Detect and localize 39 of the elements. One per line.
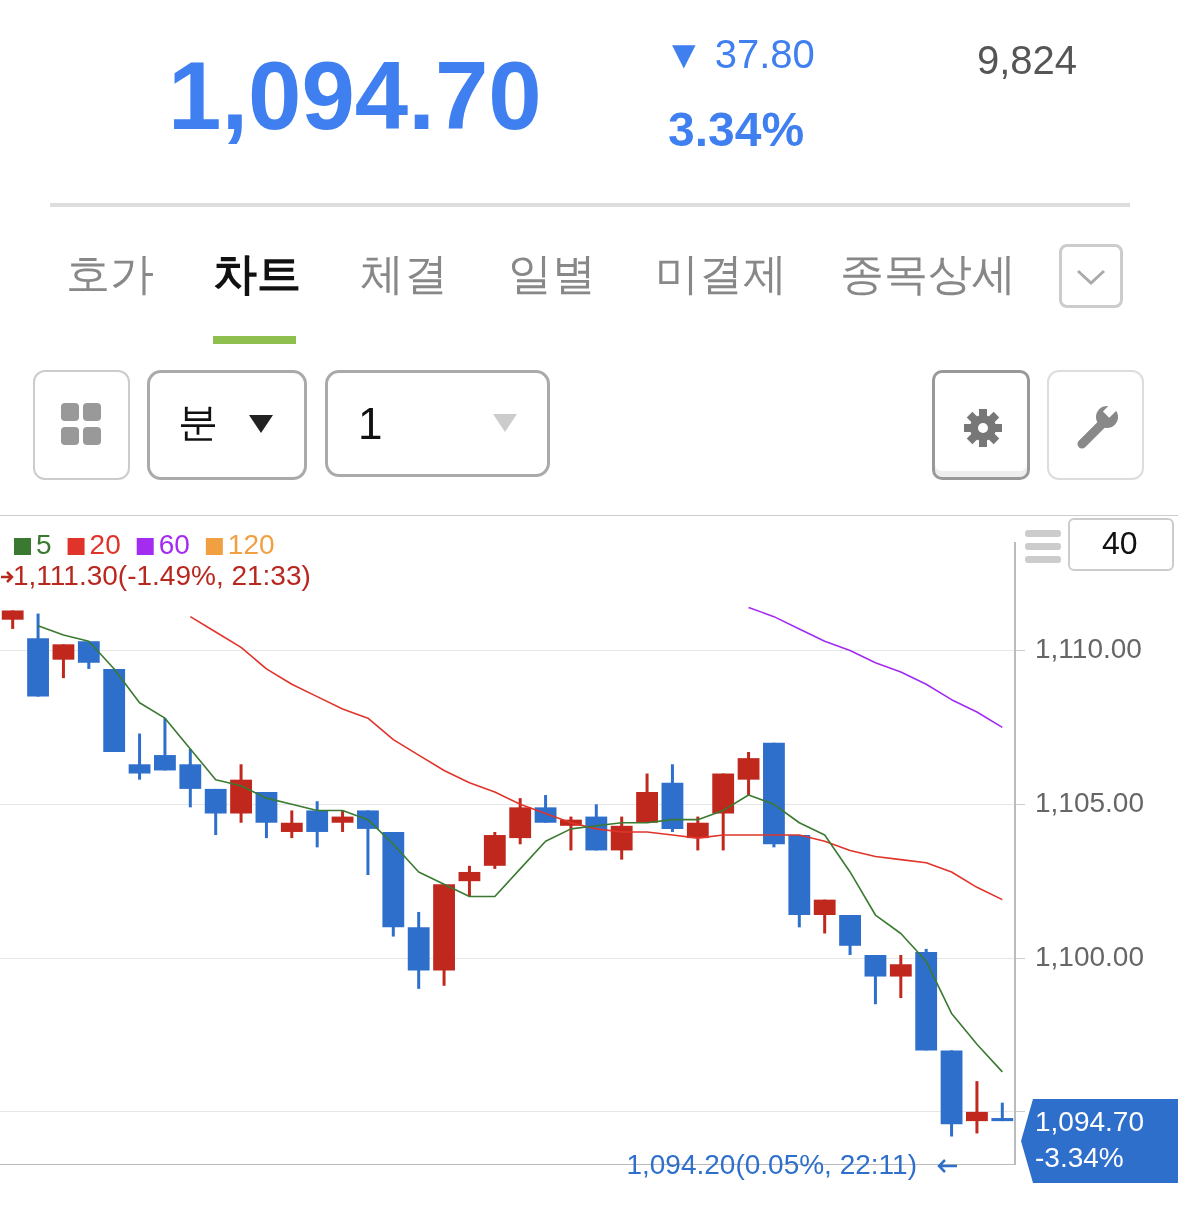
candlestick (1, 610, 24, 629)
candlestick (966, 1081, 988, 1134)
text: ▼ 37.80 (664, 32, 815, 76)
text: 40 (1102, 525, 1138, 561)
text: -3.34% (1035, 1141, 1124, 1173)
candlestick (737, 751, 760, 796)
text: 일별 (508, 249, 596, 298)
annotation: 1,094.20(0.05%, 22:11) (626, 1148, 917, 1180)
candlestick (889, 955, 912, 1000)
candlestick (864, 955, 887, 1006)
candlestick (306, 801, 329, 848)
text: 차트 (213, 249, 301, 298)
text: 1,094.70 (168, 42, 542, 149)
annotation: 1,111.30(-1.49%, 21:33) (13, 559, 311, 591)
text: 호가 (66, 249, 154, 298)
text: 분 (178, 400, 218, 444)
candlestick (52, 644, 75, 680)
candlestick (154, 718, 176, 771)
legend-label: 60 (158, 528, 190, 560)
legend-label: 120 (227, 528, 275, 560)
text: 미결제 (655, 249, 787, 298)
candlestick (331, 810, 354, 832)
candlestick (280, 810, 303, 840)
y-tick-label: 1,110.00 (1035, 633, 1142, 665)
candlestick (458, 864, 481, 897)
legend-label: 20 (89, 528, 121, 560)
text: 종목상세 (840, 249, 1016, 298)
candlestick (357, 810, 379, 877)
text: 1,094.70 (1035, 1105, 1144, 1137)
y-tick-label: 1,105.00 (1035, 787, 1144, 818)
candlestick (813, 899, 836, 934)
text: 3.34% (668, 103, 805, 156)
y-tick-label: 1,100.00 (1035, 940, 1144, 972)
text: 9,824 (977, 38, 1078, 82)
text: 체결 (360, 249, 448, 298)
text: 1 (358, 399, 383, 448)
legend-label: 5 (36, 528, 52, 560)
candlestick (128, 733, 151, 780)
candlestick (77, 641, 100, 669)
